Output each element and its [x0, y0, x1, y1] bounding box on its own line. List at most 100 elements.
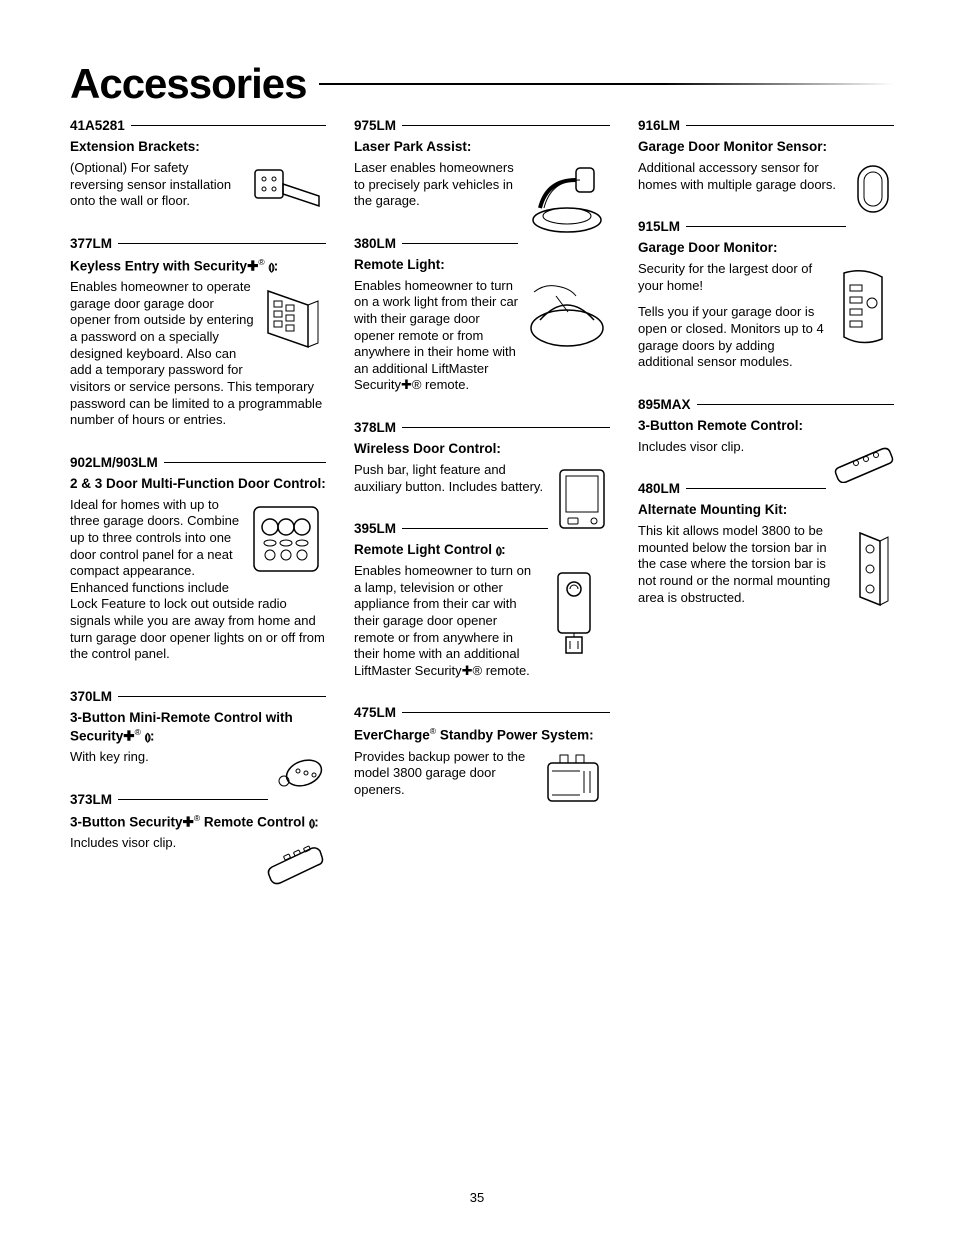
accessory-title: Laser Park Assist: [354, 139, 610, 156]
model-row: 895MAX [638, 397, 894, 412]
accessories-columns: 41A5281Extension Brackets:(Optional) For… [70, 118, 894, 891]
accessory-title: 2 & 3 Door Multi-Function Door Control: [70, 476, 326, 493]
accessory-body: Includes visor clip. [638, 439, 894, 456]
accessory-title: Keyless Entry with Security✚® ⦅⦆: [70, 257, 326, 275]
model-number: 395LM [354, 521, 396, 536]
model-number: 377LM [70, 236, 112, 251]
accessory-title: Remote Light: [354, 257, 610, 274]
model-row: 373LM [70, 792, 268, 807]
model-rule [402, 712, 610, 713]
model-number: 373LM [70, 792, 112, 807]
max-remote-icon [832, 441, 894, 483]
keypad-icon [260, 281, 326, 359]
model-rule [118, 799, 268, 800]
accessory-item: 915LM Garage Door Monitor: Security for th… [638, 219, 894, 371]
model-row: 380LM [354, 236, 518, 251]
accessory-body: Additional accessory sensor for homes wi… [638, 160, 894, 193]
model-number: 975LM [354, 118, 396, 133]
accessory-item: 395LM Remote Light Control ⦅⦆: Enables hom… [354, 521, 610, 679]
accessory-item: 916LM Garage Door Monitor Sensor: Addition… [638, 118, 894, 193]
accessory-item: 475LM EverCharge® Standby Power System: Pr… [354, 705, 610, 798]
accessory-item: 373LM 3-Button Security✚® Remote Control … [70, 792, 326, 852]
accessory-body: Laser enables homeowners to precisely pa… [354, 160, 610, 210]
model-number: 41A5281 [70, 118, 125, 133]
accessory-item: 902LM/903LM 2 & 3 Door Multi-Function Doo… [70, 455, 326, 663]
page-title: Accessories [70, 60, 894, 108]
accessory-title: Extension Brackets: [70, 139, 326, 156]
accessory-title: Garage Door Monitor: [638, 240, 894, 257]
accessory-body: Ideal for homes with up to three garage … [70, 497, 326, 663]
accessory-body: Enables homeowner to operate garage door… [70, 279, 326, 429]
accessory-body: Includes visor clip. [70, 835, 326, 852]
model-number: 916LM [638, 118, 680, 133]
model-rule [164, 462, 326, 463]
remote-light-icon [524, 280, 610, 358]
model-number: 475LM [354, 705, 396, 720]
accessory-item: 895MAX 3-Button Remote Control: Includes v… [638, 397, 894, 456]
model-rule [686, 488, 826, 489]
model-row: 915LM [638, 219, 846, 234]
accessories-column: 916LM Garage Door Monitor Sensor: Addition… [638, 118, 894, 891]
accessory-title: 3-Button Security✚® Remote Control ⦅⦆: [70, 813, 326, 831]
model-rule [686, 125, 894, 126]
accessory-title: Wireless Door Control: [354, 441, 610, 458]
accessory-title: 3-Button Remote Control: [638, 418, 894, 435]
standby-power-icon [540, 751, 610, 807]
model-rule [686, 226, 846, 227]
accessories-column: 41A5281Extension Brackets:(Optional) For… [70, 118, 326, 891]
model-number: 370LM [70, 689, 112, 704]
accessory-title: EverCharge® Standby Power System: [354, 726, 610, 744]
accessory-item: 370LM 3-Button Mini-Remote Control with S… [70, 689, 326, 766]
monitor-sensor-icon [852, 162, 894, 216]
accessory-title: Alternate Mounting Kit: [638, 502, 894, 519]
model-rule [402, 125, 610, 126]
model-row: 370LM [70, 689, 326, 704]
model-row: 480LM [638, 481, 826, 496]
accessory-title: 3-Button Mini-Remote Control with Securi… [70, 710, 326, 745]
accessories-column: 975LM Laser Park Assist: Laser enables hom… [354, 118, 610, 891]
model-number: 480LM [638, 481, 680, 496]
model-rule [131, 125, 326, 126]
accessory-body: Enables homeowner to turn on a lamp, tel… [354, 563, 610, 679]
accessory-title: Remote Light Control ⦅⦆: [354, 542, 610, 559]
accessory-body: Provides backup power to the model 3800 … [354, 749, 610, 799]
model-row: 902LM/903LM [70, 455, 326, 470]
model-row: 395LM [354, 521, 548, 536]
monitor-icon [832, 263, 894, 351]
accessory-item: 975LM Laser Park Assist: Laser enables hom… [354, 118, 610, 210]
laser-park-icon [524, 162, 610, 236]
accessory-body: Security for the largest door of your ho… [638, 261, 894, 371]
accessory-item: 41A5281Extension Brackets:(Optional) For… [70, 118, 326, 210]
model-number: 902LM/903LM [70, 455, 158, 470]
light-control-icon [540, 565, 610, 661]
page-title-text: Accessories [70, 60, 307, 108]
model-number: 915LM [638, 219, 680, 234]
accessory-item: 377LM Keyless Entry with Security✚® ⦅⦆: En… [70, 236, 326, 429]
model-row: 916LM [638, 118, 894, 133]
accessory-title: Garage Door Monitor Sensor: [638, 139, 894, 156]
model-rule [118, 696, 326, 697]
page-number: 35 [0, 1190, 954, 1205]
accessory-body: This kit allows model 3800 to be mounted… [638, 523, 894, 606]
title-rule [319, 83, 894, 85]
model-row: 41A5281 [70, 118, 326, 133]
mini-remote-icon [274, 751, 326, 793]
accessory-item: 380LMRemote Light:Enables homeowner to t… [354, 236, 610, 394]
model-row: 377LM [70, 236, 326, 251]
visor-remote-icon [262, 837, 326, 887]
model-number: 378LM [354, 420, 396, 435]
model-rule [402, 427, 610, 428]
model-rule [402, 528, 548, 529]
model-number: 380LM [354, 236, 396, 251]
model-rule [697, 404, 894, 405]
accessory-item: 480LM Alternate Mounting Kit: This kit all… [638, 481, 894, 606]
model-row: 475LM [354, 705, 610, 720]
accessory-body: With key ring. [70, 749, 326, 766]
bracket-icon [250, 162, 326, 216]
accessory-item: 378LMWireless Door Control:Push bar, lig… [354, 420, 610, 495]
mount-kit-icon [846, 525, 894, 619]
model-rule [402, 243, 518, 244]
model-row: 975LM [354, 118, 610, 133]
model-row: 378LM [354, 420, 610, 435]
multi-control-icon [246, 499, 326, 579]
